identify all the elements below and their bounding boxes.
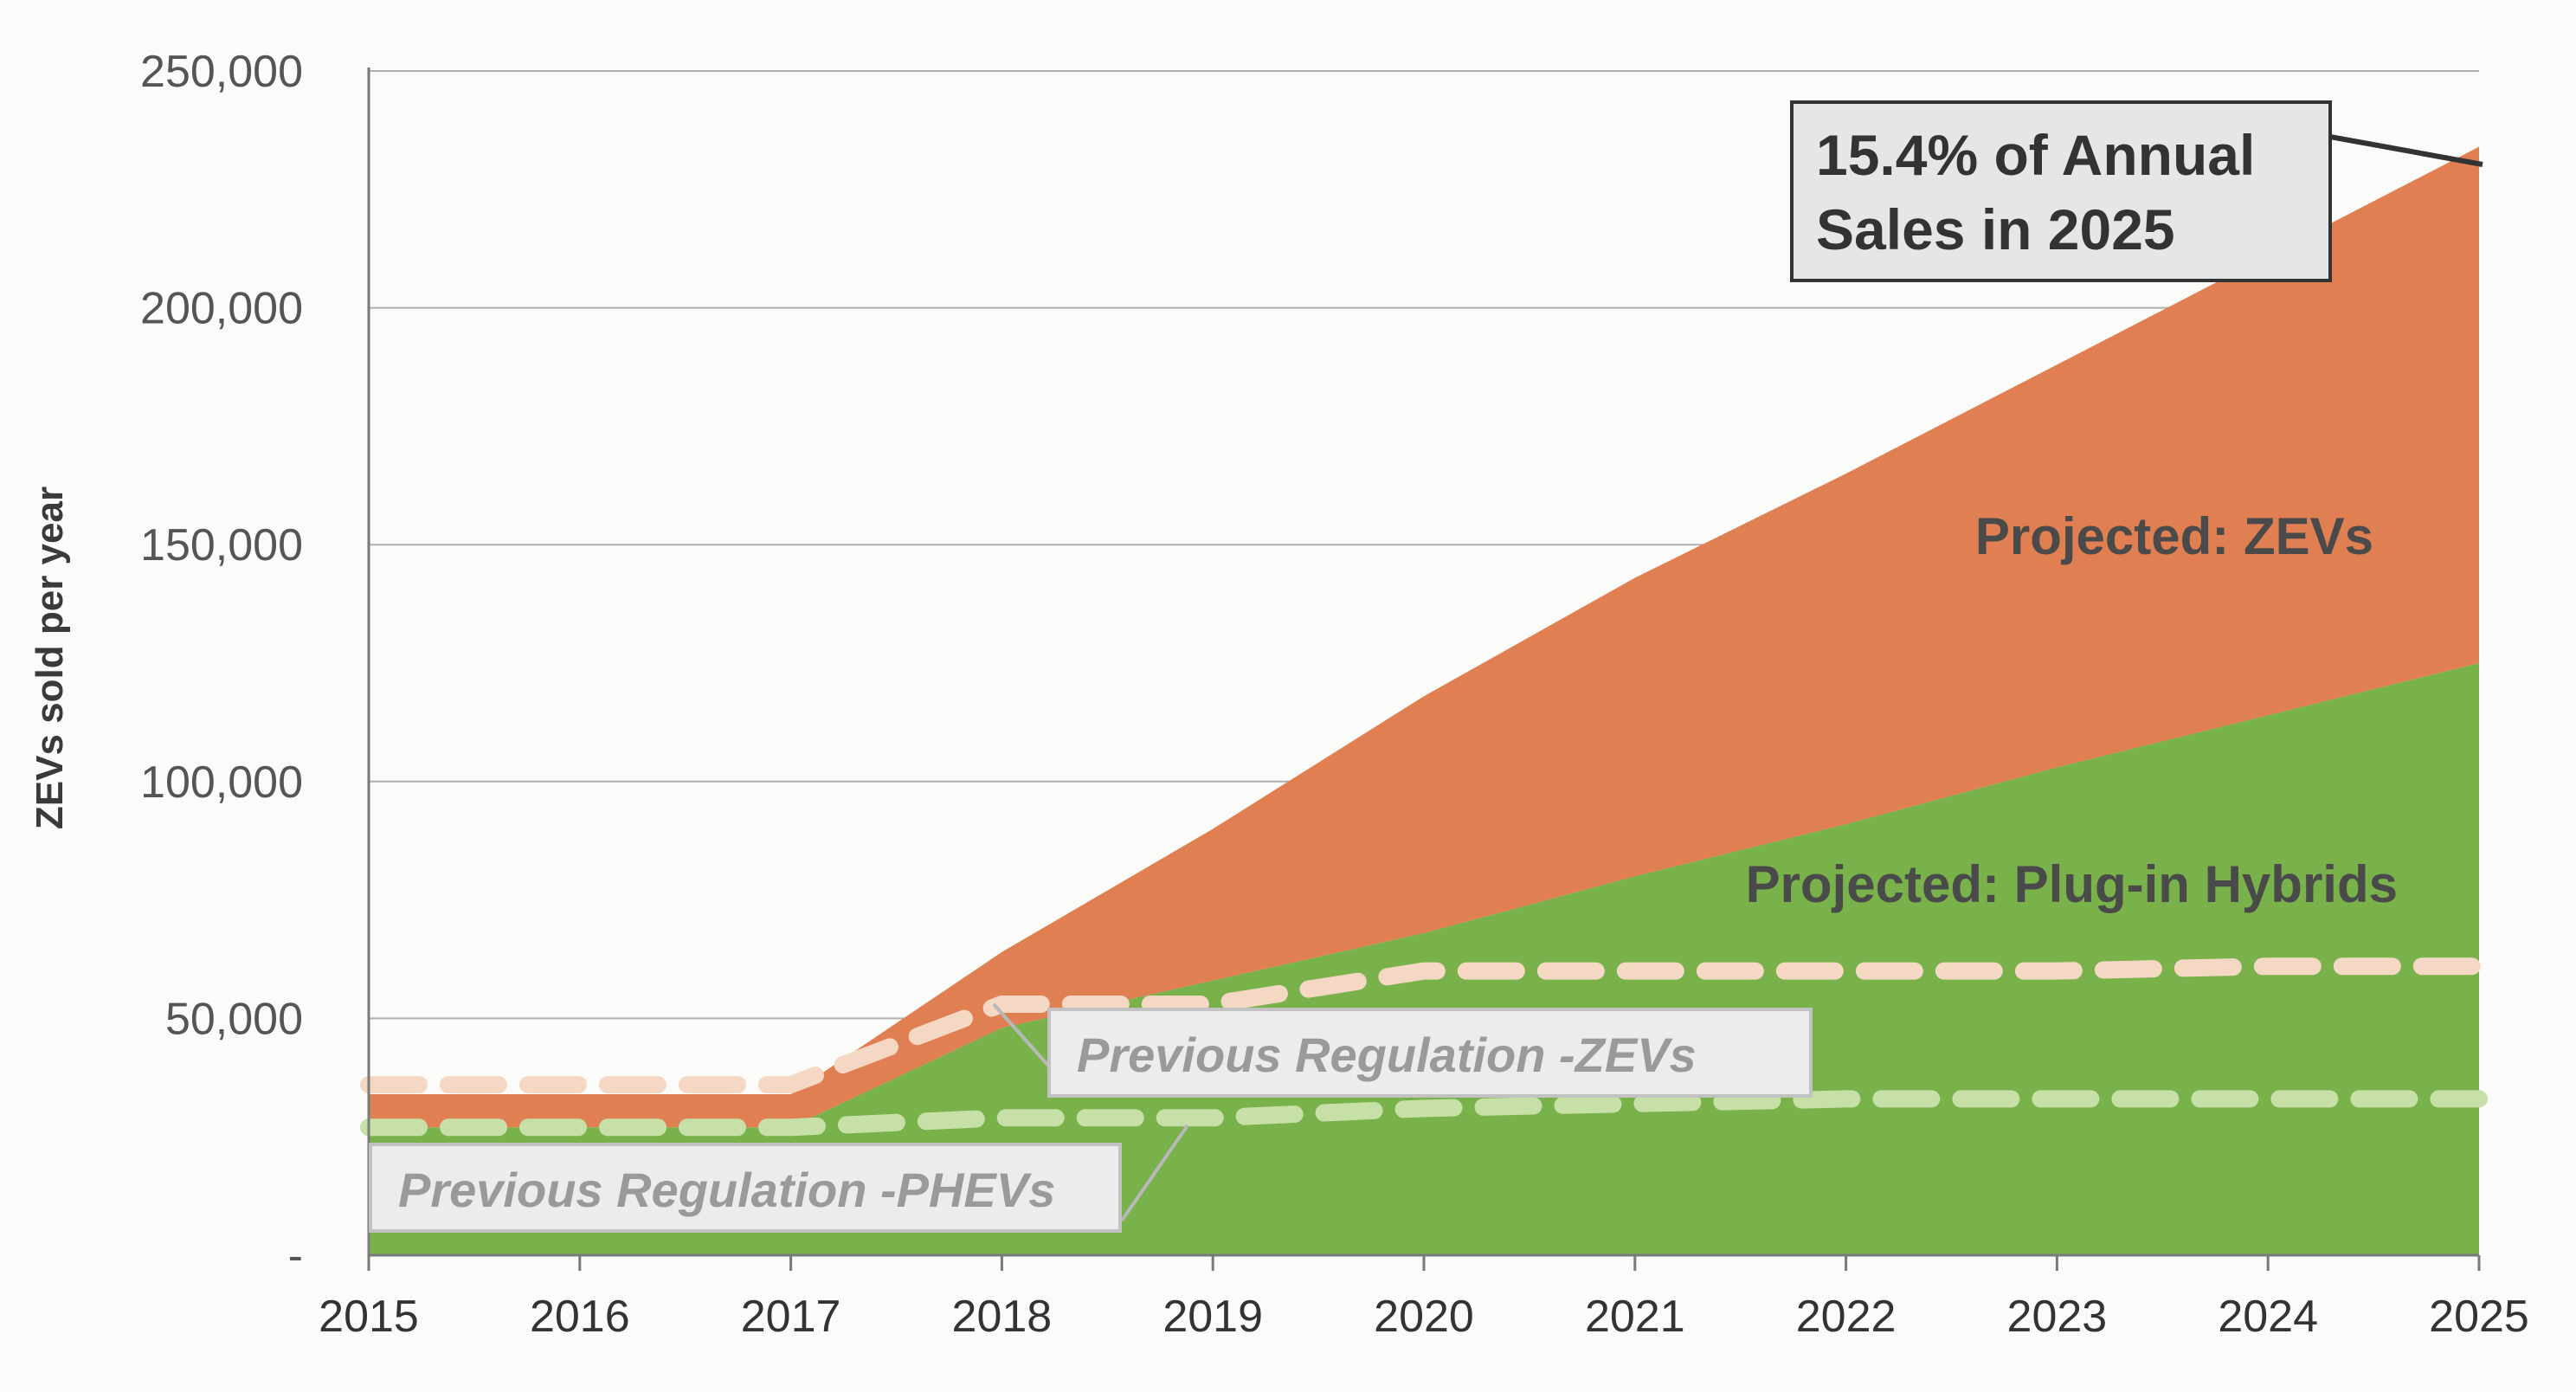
- x-tick-label-6: 2021: [1585, 1292, 1685, 1342]
- prev-zev-box: [1047, 1008, 1813, 1098]
- x-tick-label-0: 2015: [319, 1292, 419, 1342]
- y-tick-label-2: 100,000: [140, 757, 303, 808]
- prev-phev-callout: Previous Regulation -PHEVs: [369, 1124, 1189, 1233]
- y-axis-label: ZEVs sold per year: [29, 487, 71, 829]
- phev-area-label: Projected: Plug-in Hybrids: [1746, 855, 2398, 913]
- area-series-1: [369, 146, 2479, 1128]
- prev-zev-label: Previous Regulation -ZEVs: [1077, 1028, 1697, 1082]
- y-tick-label-5: 250,000: [140, 47, 303, 97]
- x-tick-label-3: 2018: [952, 1292, 1053, 1342]
- area-series-0: [369, 663, 2479, 1255]
- x-tick-label-5: 2020: [1374, 1292, 1474, 1342]
- x-tick-label-1: 2016: [530, 1292, 630, 1342]
- prev-zev-callout: Previous Regulation -ZEVs: [992, 1002, 1813, 1098]
- y-tick-label-4: 200,000: [140, 284, 303, 334]
- annual-share-line-1: 15.4% of Annual: [1816, 123, 2255, 187]
- previous-regulation-lines: [360, 957, 2488, 1137]
- reference-line-0: [360, 957, 2488, 1094]
- y-tick-label-0: -: [288, 1231, 303, 1281]
- stacked-areas: [369, 146, 2479, 1255]
- annual-share-box: [1790, 100, 2332, 282]
- y-tick-label-1: 50,000: [165, 994, 303, 1044]
- x-tick-label-2: 2017: [741, 1292, 841, 1342]
- prev-phev-box: [369, 1143, 1122, 1233]
- x-tick-label-10: 2025: [2429, 1292, 2529, 1342]
- annual-share-leader: [2329, 134, 2483, 167]
- y-tick-label-3: 150,000: [140, 520, 303, 570]
- x-tick-label-7: 2022: [1796, 1292, 1897, 1342]
- zev-area-label: Projected: ZEVs: [1975, 507, 2373, 565]
- prev-zev-leader: [992, 1002, 1051, 1068]
- tick-labels: 2015 2016 2017 2018 2019 2020 2021 2022 2023 2024…: [140, 47, 2529, 1342]
- annual-share-callout: 15.4% of Annual Sales in 2025: [1790, 100, 2483, 282]
- x-tick-label-8: 2023: [2007, 1292, 2108, 1342]
- x-tick-label-4: 2019: [1162, 1292, 1263, 1342]
- axes: [367, 68, 2481, 1271]
- reference-line-1: [360, 1090, 2488, 1137]
- prev-phev-label: Previous Regulation -PHEVs: [398, 1163, 1055, 1217]
- annual-share-line-2: Sales in 2025: [1816, 197, 2175, 261]
- x-tick-label-9: 2024: [2218, 1292, 2318, 1342]
- prev-phev-leader: [1120, 1124, 1189, 1222]
